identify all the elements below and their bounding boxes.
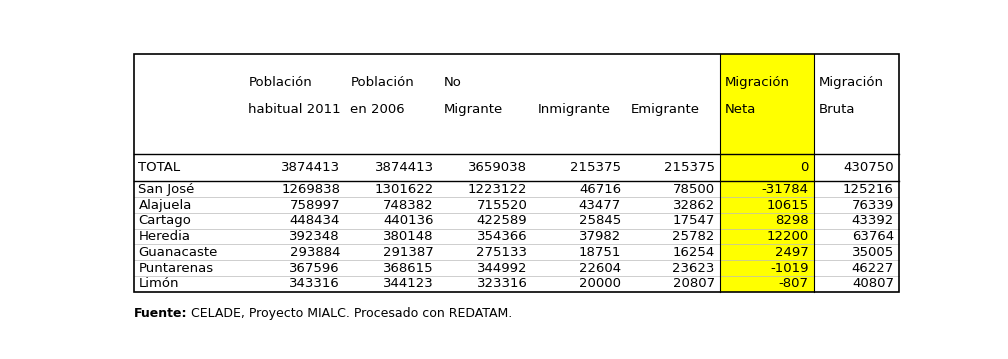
Text: 748382: 748382 — [383, 199, 433, 211]
Text: Alajuela: Alajuela — [138, 199, 192, 211]
Text: 758997: 758997 — [289, 199, 340, 211]
Text: 43477: 43477 — [579, 199, 621, 211]
Text: 35005: 35005 — [852, 246, 894, 259]
Text: 25845: 25845 — [579, 214, 621, 227]
Text: Migración: Migración — [818, 76, 884, 89]
Text: 1223122: 1223122 — [468, 183, 527, 196]
Text: 344123: 344123 — [383, 278, 433, 290]
Text: 3874413: 3874413 — [375, 161, 433, 174]
Text: 367596: 367596 — [289, 262, 340, 275]
Text: 20807: 20807 — [672, 278, 715, 290]
Text: 10615: 10615 — [766, 199, 808, 211]
Text: 392348: 392348 — [289, 230, 340, 243]
Text: 3874413: 3874413 — [281, 161, 340, 174]
Text: 46227: 46227 — [852, 262, 894, 275]
Text: 46716: 46716 — [579, 183, 621, 196]
Text: Inmigrante: Inmigrante — [537, 103, 611, 116]
Text: -31784: -31784 — [761, 183, 808, 196]
Text: 0: 0 — [800, 161, 808, 174]
Text: Migración: Migración — [725, 76, 790, 89]
Text: 20000: 20000 — [579, 278, 621, 290]
Text: 37982: 37982 — [579, 230, 621, 243]
Text: 715520: 715520 — [477, 199, 527, 211]
Text: 12200: 12200 — [766, 230, 808, 243]
Text: 368615: 368615 — [383, 262, 433, 275]
Text: Bruta: Bruta — [818, 103, 855, 116]
Text: 63764: 63764 — [852, 230, 894, 243]
Text: 215375: 215375 — [571, 161, 621, 174]
Text: 380148: 380148 — [383, 230, 433, 243]
Text: No: No — [444, 76, 462, 89]
Text: CELADE, Proyecto MIALC. Procesado con REDATAM.: CELADE, Proyecto MIALC. Procesado con RE… — [186, 307, 512, 320]
Bar — [134, 54, 899, 292]
Text: Fuente:: Fuente: — [134, 307, 187, 320]
Text: -1019: -1019 — [770, 262, 808, 275]
Text: 3659038: 3659038 — [469, 161, 527, 174]
Text: 291387: 291387 — [383, 246, 433, 259]
Text: 293884: 293884 — [289, 246, 340, 259]
Text: 422589: 422589 — [477, 214, 527, 227]
Text: 18751: 18751 — [579, 246, 621, 259]
Text: 344992: 344992 — [477, 262, 527, 275]
Text: Limón: Limón — [138, 278, 179, 290]
Text: Neta: Neta — [725, 103, 756, 116]
Text: 32862: 32862 — [672, 199, 715, 211]
Text: habitual 2011: habitual 2011 — [248, 103, 341, 116]
Text: Puntarenas: Puntarenas — [138, 262, 214, 275]
Text: 22604: 22604 — [579, 262, 621, 275]
Text: Cartago: Cartago — [138, 214, 192, 227]
Text: 8298: 8298 — [775, 214, 808, 227]
Text: 323316: 323316 — [477, 278, 527, 290]
Bar — [134, 54, 899, 292]
Text: 448434: 448434 — [289, 214, 340, 227]
Text: Emigrante: Emigrante — [631, 103, 701, 116]
Text: 440136: 440136 — [383, 214, 433, 227]
Text: -807: -807 — [778, 278, 808, 290]
Bar — [720, 54, 813, 292]
Text: 1301622: 1301622 — [375, 183, 433, 196]
Text: Población: Población — [350, 76, 414, 89]
Text: Migrante: Migrante — [444, 103, 503, 116]
Text: 430750: 430750 — [844, 161, 894, 174]
Text: 17547: 17547 — [672, 214, 715, 227]
Text: 215375: 215375 — [663, 161, 715, 174]
Text: 25782: 25782 — [672, 230, 715, 243]
Text: 2497: 2497 — [775, 246, 808, 259]
Text: 125216: 125216 — [843, 183, 894, 196]
Text: 23623: 23623 — [672, 262, 715, 275]
Text: 43392: 43392 — [852, 214, 894, 227]
Text: 78500: 78500 — [672, 183, 715, 196]
Text: Guanacaste: Guanacaste — [138, 246, 218, 259]
Text: 354366: 354366 — [477, 230, 527, 243]
Text: 1269838: 1269838 — [281, 183, 340, 196]
Text: 76339: 76339 — [852, 199, 894, 211]
Text: 40807: 40807 — [852, 278, 894, 290]
Text: Heredia: Heredia — [138, 230, 191, 243]
Text: 275133: 275133 — [477, 246, 527, 259]
Text: en 2006: en 2006 — [350, 103, 405, 116]
Text: San José: San José — [138, 183, 195, 196]
Text: Población: Población — [248, 76, 312, 89]
Text: 16254: 16254 — [672, 246, 715, 259]
Text: TOTAL: TOTAL — [138, 161, 180, 174]
Text: 343316: 343316 — [289, 278, 340, 290]
